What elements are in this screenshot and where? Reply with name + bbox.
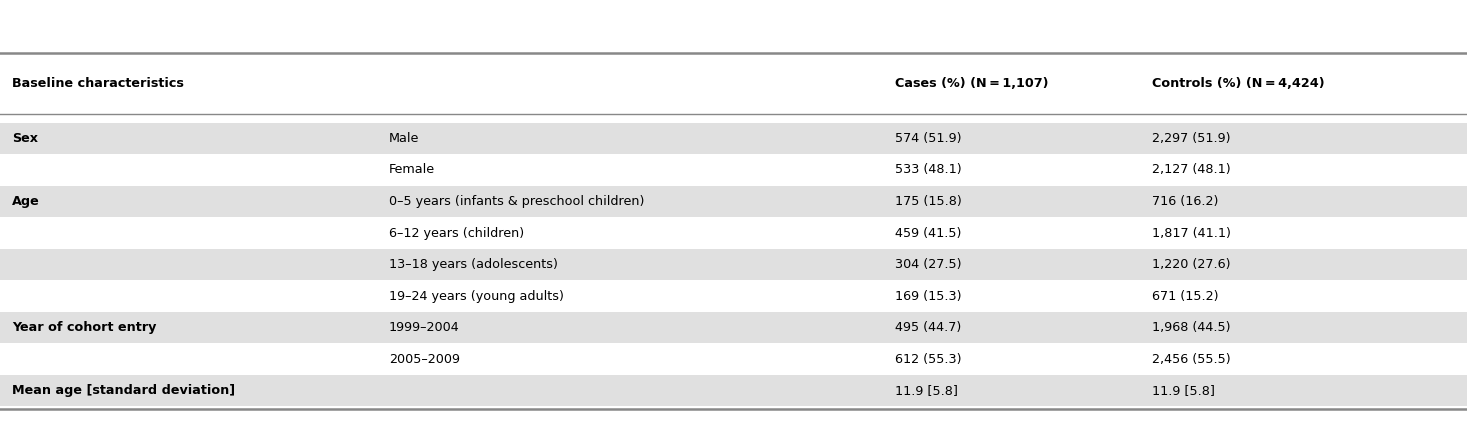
Text: 612 (55.3): 612 (55.3) <box>895 353 961 366</box>
Text: 304 (27.5): 304 (27.5) <box>895 258 961 271</box>
Text: 11.9 [5.8]: 11.9 [5.8] <box>895 384 958 397</box>
Text: 6–12 years (children): 6–12 years (children) <box>389 226 524 240</box>
Text: Controls (%) (N = 4,424): Controls (%) (N = 4,424) <box>1152 77 1325 90</box>
Text: 533 (48.1): 533 (48.1) <box>895 163 961 177</box>
Text: 1,220 (27.6): 1,220 (27.6) <box>1152 258 1231 271</box>
Text: 671 (15.2): 671 (15.2) <box>1152 290 1218 303</box>
Text: 716 (16.2): 716 (16.2) <box>1152 195 1218 208</box>
Text: 1999–2004: 1999–2004 <box>389 321 459 334</box>
Text: Age: Age <box>12 195 40 208</box>
Text: Year of cohort entry: Year of cohort entry <box>12 321 156 334</box>
Text: 19–24 years (young adults): 19–24 years (young adults) <box>389 290 563 303</box>
Text: 175 (15.8): 175 (15.8) <box>895 195 962 208</box>
Text: 495 (44.7): 495 (44.7) <box>895 321 961 334</box>
Text: 574 (51.9): 574 (51.9) <box>895 132 961 145</box>
Text: Baseline characteristics: Baseline characteristics <box>12 77 183 90</box>
Bar <box>0 375 1467 406</box>
Bar <box>0 123 1467 154</box>
Text: Mean age [standard deviation]: Mean age [standard deviation] <box>12 384 235 397</box>
Text: 1,817 (41.1): 1,817 (41.1) <box>1152 226 1231 240</box>
Text: 1,968 (44.5): 1,968 (44.5) <box>1152 321 1231 334</box>
Text: Female: Female <box>389 163 434 177</box>
Text: Male: Male <box>389 132 420 145</box>
Bar <box>0 249 1467 280</box>
Text: 169 (15.3): 169 (15.3) <box>895 290 961 303</box>
Bar <box>0 186 1467 217</box>
Text: 11.9 [5.8]: 11.9 [5.8] <box>1152 384 1215 397</box>
Text: Cases (%) (N = 1,107): Cases (%) (N = 1,107) <box>895 77 1049 90</box>
Text: 2005–2009: 2005–2009 <box>389 353 459 366</box>
Text: 2,456 (55.5): 2,456 (55.5) <box>1152 353 1231 366</box>
Text: Sex: Sex <box>12 132 38 145</box>
Text: 459 (41.5): 459 (41.5) <box>895 226 961 240</box>
Text: 0–5 years (infants & preschool children): 0–5 years (infants & preschool children) <box>389 195 644 208</box>
Text: 2,297 (51.9): 2,297 (51.9) <box>1152 132 1231 145</box>
Text: 13–18 years (adolescents): 13–18 years (adolescents) <box>389 258 557 271</box>
Bar <box>0 312 1467 343</box>
Text: 2,127 (48.1): 2,127 (48.1) <box>1152 163 1231 177</box>
